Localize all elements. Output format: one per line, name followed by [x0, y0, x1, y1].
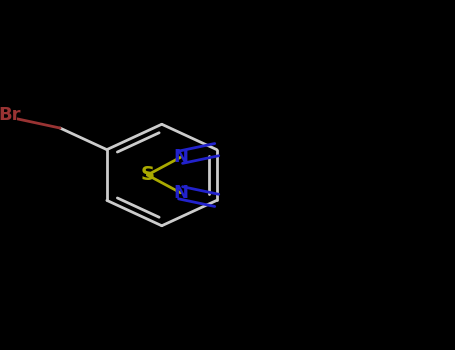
Text: Br: Br [0, 106, 21, 124]
Text: N: N [173, 148, 188, 166]
Text: N: N [173, 184, 188, 202]
Text: S: S [141, 166, 154, 184]
